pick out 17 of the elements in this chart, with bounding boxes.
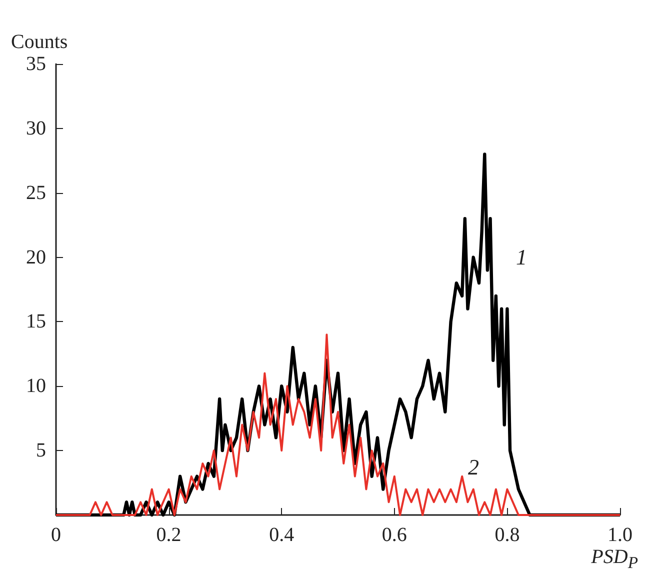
y-tick-label: 10	[26, 375, 46, 398]
x-tick-label: 1.0	[608, 524, 632, 546]
y-tick-label: 15	[26, 310, 46, 333]
y-tick-label: 30	[26, 117, 46, 140]
y-tick-label: 35	[26, 53, 46, 75]
y-tick-label: 5	[36, 440, 46, 462]
x-tick-label: 0.4	[269, 524, 294, 546]
x-tick-label: 0.6	[382, 524, 407, 546]
x-tick-label: 0.2	[156, 524, 182, 546]
annotation: 2	[468, 454, 479, 480]
y-axis-title: Counts	[11, 31, 68, 53]
y-tick-label: 25	[26, 182, 46, 204]
x-tick-label: 0.8	[494, 524, 520, 546]
annotation: 1	[516, 244, 527, 270]
y-tick-label: 20	[26, 246, 46, 268]
x-axis-title: PSD$_{P}$	[591, 546, 638, 573]
x-tick-label: 0	[51, 524, 61, 546]
